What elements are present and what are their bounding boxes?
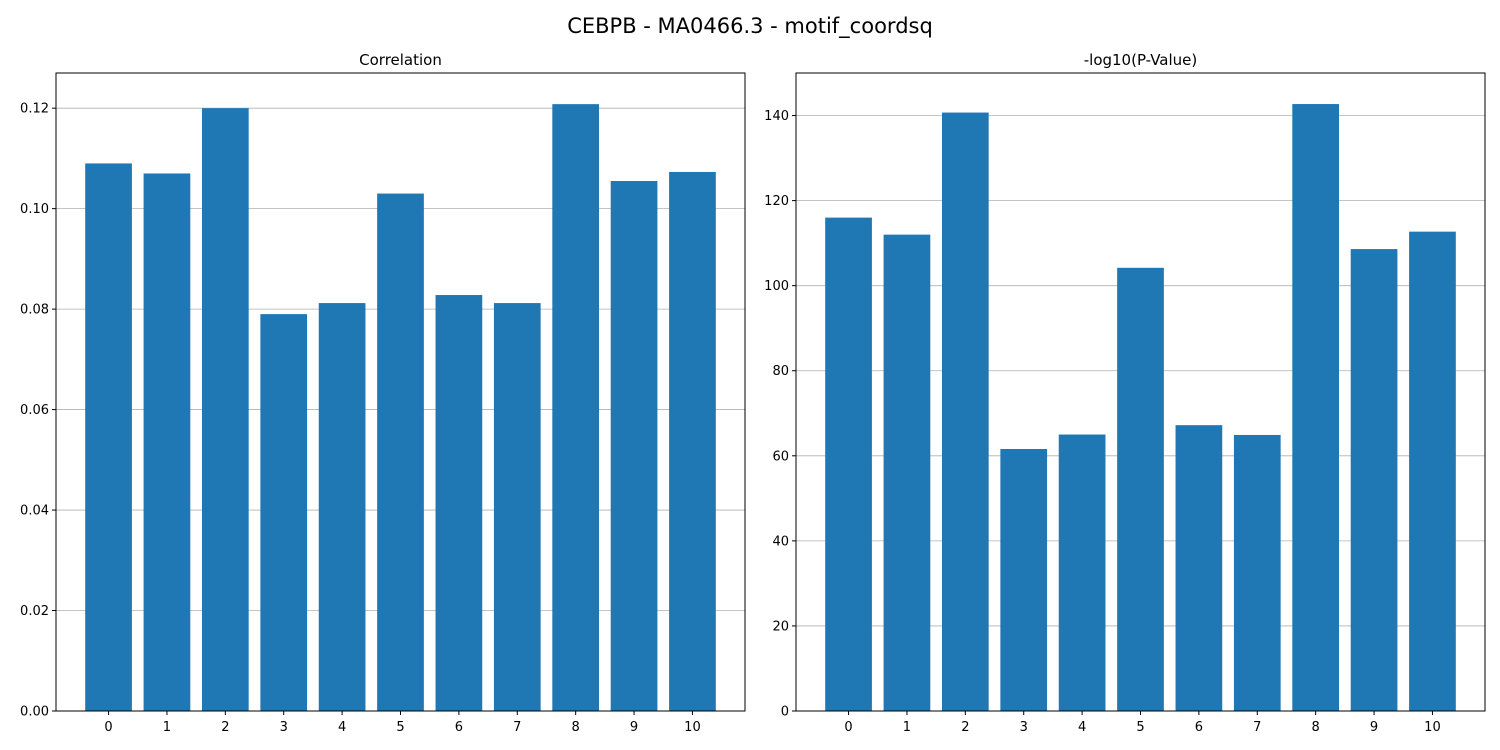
x-tick-label: 9 — [1370, 720, 1378, 735]
x-tick-label: 3 — [1020, 720, 1028, 735]
correlation-panel: Correlation 0.00 0.02 0.04 0.06 0.08 0.10 0.12… — [20, 51, 746, 735]
y-tick-label: 100 — [764, 279, 789, 294]
bar-1 — [143, 173, 191, 712]
bar-4 — [1058, 434, 1106, 711]
y-tick-label: 0.06 — [20, 403, 49, 418]
bar-10 — [1409, 231, 1456, 711]
y-tick-label: 0.08 — [20, 303, 49, 318]
x-tick-label: 7 — [513, 720, 521, 735]
x-tick-label: 8 — [572, 720, 580, 735]
x-tick-label: 2 — [221, 720, 229, 735]
y-tick-label: 40 — [772, 534, 789, 549]
y-tick-label: 0.00 — [20, 705, 49, 720]
y-tick-label: 0.02 — [20, 604, 49, 619]
y-tick-label: 20 — [772, 619, 789, 634]
bar-3 — [1000, 448, 1048, 711]
pvalue-panel: -log10(P-Value) 0 20 40 60 80 100 120 140 0 1 2 3 4 5… — [764, 51, 1486, 735]
y-tick-label: 140 — [764, 109, 789, 124]
y-tick-label: 0.04 — [20, 504, 49, 519]
bar-5 — [377, 193, 424, 712]
x-tick-label: 2 — [961, 720, 969, 735]
x-tick-label: 6 — [455, 720, 463, 735]
bar-10 — [669, 171, 716, 712]
bar-8 — [1292, 104, 1340, 712]
y-tick-label: 120 — [764, 194, 789, 209]
bar-4 — [318, 303, 366, 711]
x-tick-label: 5 — [396, 720, 404, 735]
bar-5 — [1117, 267, 1164, 711]
x-tick-label: 4 — [1078, 720, 1086, 735]
x-tick-label: 8 — [1312, 720, 1320, 735]
x-tick-label: 1 — [903, 720, 911, 735]
x-tick-label: 5 — [1136, 720, 1144, 735]
figure-title: CEBPB - MA0466.3 - motif_coordsq — [567, 14, 933, 39]
bar-9 — [610, 181, 658, 711]
bar-0 — [825, 217, 872, 711]
bar-3 — [260, 314, 308, 711]
x-tick-label: 0 — [844, 720, 852, 735]
bar-0 — [85, 163, 132, 712]
y-tick-label: 0.12 — [20, 102, 49, 117]
bar-1 — [883, 234, 931, 712]
x-tick-label: 10 — [1424, 720, 1441, 735]
x-tick-label: 3 — [280, 720, 288, 735]
correlation-title: Correlation — [359, 51, 442, 69]
bar-9 — [1350, 249, 1398, 711]
bar-8 — [552, 104, 600, 711]
y-tick-label: 0.10 — [20, 202, 49, 217]
x-tick-label: 10 — [684, 720, 701, 735]
x-tick-label: 9 — [630, 720, 638, 735]
y-tick-label: 80 — [772, 364, 789, 379]
bar-7 — [493, 303, 541, 711]
x-tick-label: 4 — [338, 720, 346, 735]
x-tick-label: 7 — [1253, 720, 1261, 735]
x-tick-label: 0 — [104, 720, 112, 735]
bar-2 — [201, 108, 249, 712]
bar-6 — [1175, 425, 1223, 711]
y-tick-label: 0 — [781, 705, 789, 720]
bar-7 — [1233, 434, 1281, 711]
pvalue-title: -log10(P-Value) — [1084, 51, 1198, 69]
bar-6 — [435, 295, 483, 711]
bar-2 — [941, 112, 989, 711]
x-tick-label: 1 — [163, 720, 171, 735]
x-tick-label: 6 — [1195, 720, 1203, 735]
y-tick-label: 60 — [772, 449, 789, 464]
